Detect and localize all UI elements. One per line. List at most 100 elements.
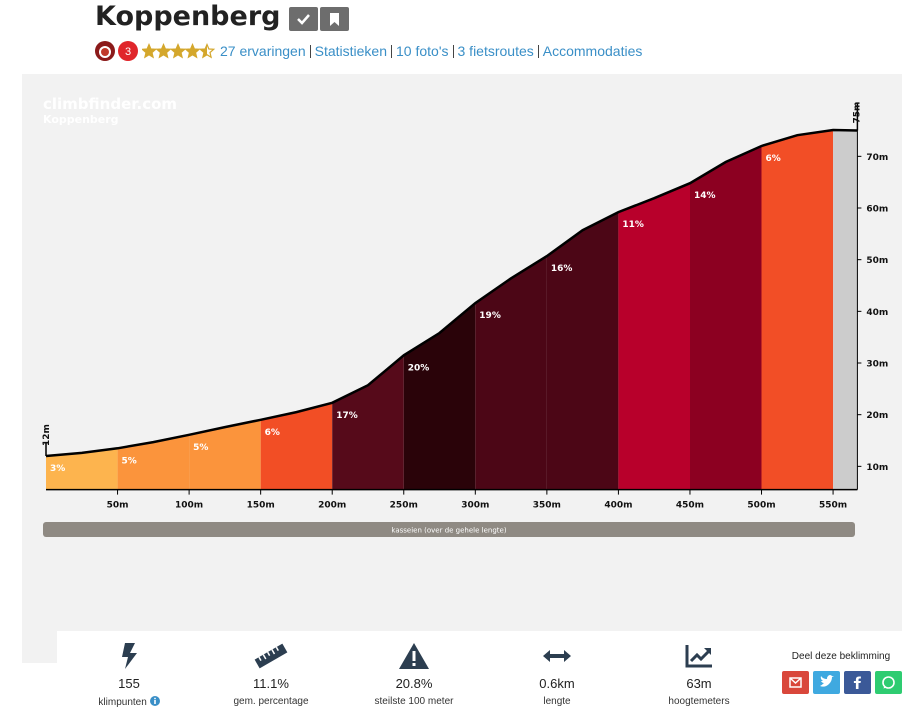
gradient-segment (332, 355, 404, 490)
stats-box: 155 klimpunten 11.1% gem. percentage 20.… (57, 631, 905, 726)
separator (537, 44, 539, 58)
bookmark-button[interactable] (320, 7, 349, 31)
gradient-segment (46, 448, 118, 490)
gradient-segment (117, 434, 190, 490)
stat: 20.8% steilste 100 meter (344, 631, 484, 707)
gradient-segment (690, 146, 762, 490)
gradient-segment (475, 256, 547, 490)
start-label: 12m (42, 424, 52, 446)
page: Koppenberg 3 27 ervaringen Statistieken 10… (22, 1, 902, 708)
x-tick-label: 250m (390, 501, 418, 511)
star-outline (198, 42, 216, 59)
y-tick-label: 10m (866, 463, 888, 473)
gradient-segment (761, 130, 834, 490)
meta-line: 3 27 ervaringen Statistieken 10 foto's 3 fi… (94, 40, 642, 62)
link[interactable]: Accommodaties (542, 43, 643, 59)
climb-title: Koppenberg (95, 1, 281, 32)
star-fill (185, 44, 200, 58)
info-icon[interactable] (149, 696, 160, 706)
separator (391, 44, 392, 58)
link[interactable]: 3 fietsroutes (457, 43, 534, 59)
end-segment (833, 130, 858, 490)
separator (452, 44, 454, 58)
stat-label: lengte (543, 696, 571, 707)
x-tick-label: 50m (107, 501, 129, 511)
watermark-title: Koppenberg (43, 113, 119, 126)
mail-icon (789, 677, 802, 688)
end-label: 75m (852, 102, 862, 124)
links: 27 ervaringen Statistieken 10 foto's 3 fiet… (220, 43, 642, 59)
surface-bar (43, 522, 855, 537)
gradient-label: 5% (122, 456, 137, 466)
link[interactable]: 27 ervaringen (220, 43, 306, 59)
share-email[interactable] (782, 671, 809, 694)
ruler-icon (254, 643, 288, 669)
twitter-icon (820, 675, 834, 687)
gradient-segment (260, 402, 333, 490)
stat-value: 20.8% (395, 676, 433, 691)
bolt-icon (122, 643, 137, 669)
separator (309, 44, 311, 58)
gradient-label: 3% (50, 464, 65, 474)
profile-line (45, 128, 858, 458)
bookmark-icon (330, 13, 339, 26)
y-tick-label: 60m (866, 205, 888, 215)
x-tick-label: 200m (318, 501, 346, 511)
x-tick-label: 550m (819, 501, 847, 511)
gradient-segment (189, 419, 261, 490)
done-button[interactable] (289, 7, 318, 31)
share-facebook[interactable] (844, 671, 871, 694)
warning-icon (399, 643, 429, 669)
gradient-label: 17% (336, 411, 358, 421)
gradient-label: 11% (622, 220, 644, 230)
arrows-icon (543, 650, 571, 662)
link[interactable]: Statistieken (314, 43, 387, 59)
badge: 3 (118, 41, 138, 61)
stat: 11.1% gem. percentage (201, 631, 341, 707)
star-fill (142, 44, 156, 58)
y-tick-label: 30m (866, 360, 888, 370)
stat-label: klimpunten (59, 696, 199, 708)
badge-count: 3 (125, 46, 131, 58)
stat-label: steilste 100 meter (374, 696, 454, 707)
gradient-segment (403, 303, 476, 490)
rating-stars (142, 42, 216, 59)
stat-value: 63m (686, 676, 712, 691)
stat-label: hoogtemeters (668, 696, 730, 707)
gradient-segment (546, 212, 619, 490)
link[interactable]: 10 foto's (396, 43, 449, 59)
x-tick-label: 300m (461, 501, 489, 511)
share-whatsapp[interactable] (875, 671, 902, 694)
x-tick-label: 400m (604, 501, 632, 511)
x-tick-label: 500m (747, 501, 775, 511)
x-tick-label: 450m (676, 501, 704, 511)
gradient-label: 19% (479, 311, 501, 321)
gradient-label: 6% (766, 154, 781, 164)
surface-label: kasseien (over de gehele lengte) (391, 527, 506, 535)
y-tick-label: 70m (866, 153, 888, 163)
gradient-label: 20% (408, 363, 430, 373)
y-tick-label: 20m (866, 411, 888, 421)
share-twitter[interactable] (813, 671, 840, 694)
share: Deel deze beklimming (779, 651, 903, 694)
gradient-label: 16% (551, 264, 573, 274)
stat-value: 0.6km (539, 676, 575, 691)
gradient-label: 14% (694, 191, 716, 201)
facebook-icon (853, 676, 861, 689)
x-tick-label: 100m (175, 501, 203, 511)
x-tick-label: 150m (247, 501, 275, 511)
stat-value: 11.1% (253, 676, 289, 691)
chart-icon (685, 645, 712, 668)
star-fill (156, 44, 171, 58)
stat-label-text: klimpunten (98, 697, 147, 708)
stat-label: gem. percentage (233, 696, 309, 707)
stat: 63m hoogtemeters (629, 631, 769, 707)
gradient-label: 6% (265, 428, 280, 438)
stat-value: 155 (118, 676, 140, 691)
star-outline (155, 42, 172, 59)
whatsapp-icon (882, 676, 895, 689)
star-outline (142, 42, 158, 59)
star-fill (171, 44, 185, 58)
category-icon (95, 41, 115, 61)
